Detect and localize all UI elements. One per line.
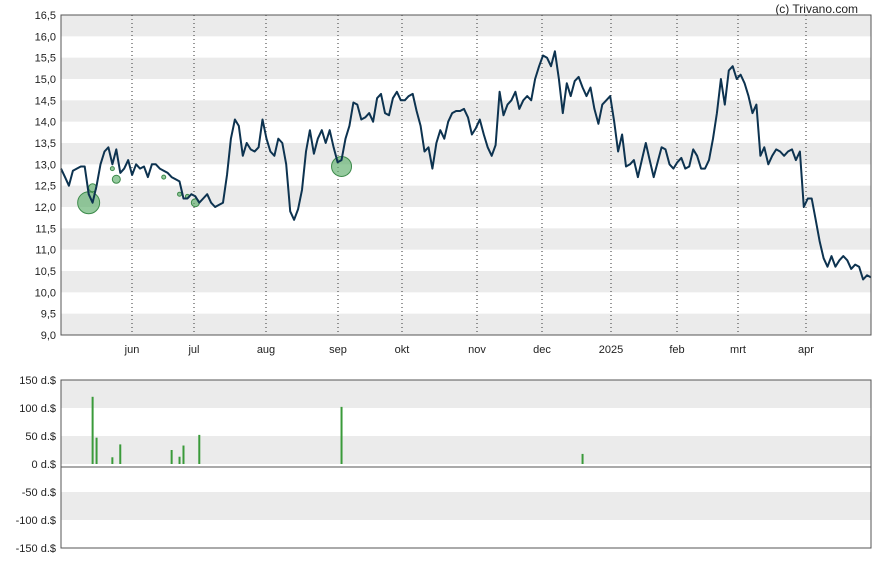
y-tick-label: 11,5 (35, 223, 56, 235)
price-panel-frame (60, 14, 872, 336)
y-tick-label: 9,5 (41, 309, 56, 321)
volume-bars (91, 396, 584, 464)
volume-bar (119, 444, 122, 464)
x-tick-label: jun (124, 344, 140, 356)
volume-tick-label: 50 d.$ (25, 431, 56, 443)
y-tick-label: 12,5 (35, 181, 56, 193)
volume-tick-label: -100 d.$ (16, 515, 56, 527)
price-band (61, 228, 871, 250)
price-x-tick-labels: jun jul aug sep okt nov dec 2025 feb mrt apr (124, 344, 815, 356)
trade-bubble (161, 174, 167, 180)
price-panel: 9,0 9,5 10,0 10,5 11,0 11,5 12,0 12,5 13,0 13,5 14… (35, 10, 872, 356)
trade-bubble (111, 174, 121, 184)
y-tick-label: 15,5 (35, 53, 56, 65)
y-tick-label: 10,0 (35, 287, 56, 299)
x-tick-label: dec (533, 344, 551, 356)
volume-band (61, 436, 871, 464)
price-y-tick-labels: 9,0 9,5 10,0 10,5 11,0 11,5 12,0 12,5 13,0 13,5 14… (35, 10, 56, 342)
price-band (61, 15, 871, 37)
x-tick-label: aug (257, 344, 275, 356)
volume-bar (111, 457, 114, 464)
price-band (61, 57, 871, 79)
x-tick-label: mrt (730, 344, 746, 356)
volume-grid-bands (61, 380, 871, 520)
price-band (61, 271, 871, 293)
price-band (61, 313, 871, 335)
y-tick-label: 15,0 (35, 74, 56, 86)
volume-panel: 150 d.$ 100 d.$ 50 d.$ 0 d.$ -50 d.$ -100 d.$… (16, 375, 872, 555)
volume-bar (170, 450, 173, 464)
x-tick-label: nov (468, 344, 486, 356)
y-tick-label: 9,0 (41, 330, 56, 342)
volume-tick-label: 150 d.$ (19, 375, 56, 387)
x-tick-label: 2025 (599, 344, 623, 356)
volume-bar (91, 396, 94, 464)
volume-tick-label: -150 d.$ (16, 543, 56, 555)
credit-label: (c) Trivano.com (775, 2, 858, 16)
volume-bar (182, 445, 185, 464)
y-tick-label: 10,5 (35, 266, 56, 278)
price-series-line (60, 50, 872, 281)
x-tick-label: jul (187, 344, 199, 356)
price-grid-bands (61, 15, 871, 335)
price-band (61, 143, 871, 165)
volume-bar (95, 437, 98, 464)
y-tick-label: 14,5 (35, 95, 56, 107)
x-tick-label: sep (329, 344, 347, 356)
volume-panel-frame (60, 379, 872, 549)
volume-band (61, 380, 871, 408)
volume-bar (340, 406, 343, 464)
x-tick-label: feb (669, 344, 684, 356)
price-band (61, 185, 871, 207)
y-tick-label: 14,0 (35, 117, 56, 129)
y-tick-label: 16,0 (35, 31, 56, 43)
volume-bar (581, 453, 584, 464)
volume-tick-label: 100 d.$ (19, 403, 56, 415)
volume-bar (178, 456, 181, 464)
y-tick-label: 13,5 (35, 138, 56, 150)
volume-y-tick-labels: 150 d.$ 100 d.$ 50 d.$ 0 d.$ -50 d.$ -100 d.$… (16, 375, 56, 555)
y-tick-label: 12,0 (35, 202, 56, 214)
trade-bubble (109, 166, 115, 172)
volume-bar (198, 434, 201, 464)
x-tick-label: apr (798, 344, 814, 356)
volume-tick-label: -50 d.$ (22, 487, 56, 499)
trade-bubble (177, 191, 183, 197)
y-tick-label: 11,0 (35, 245, 56, 257)
y-tick-label: 16,5 (35, 10, 56, 22)
volume-tick-label: 0 d.$ (32, 459, 56, 471)
y-tick-label: 13,0 (35, 159, 56, 171)
volume-band (61, 492, 871, 520)
x-tick-label: okt (395, 344, 410, 356)
